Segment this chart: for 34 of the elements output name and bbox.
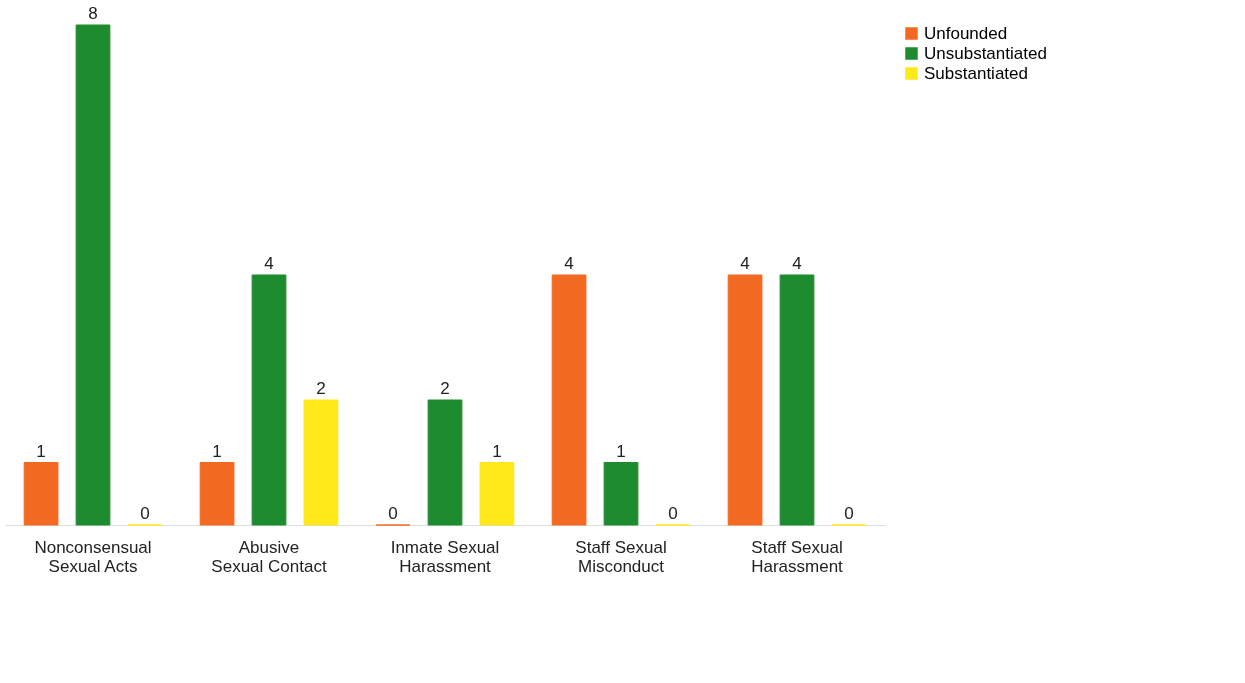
bar [75,24,111,526]
x-tick-label: Staff Sexual Harassment [751,537,844,576]
data-label: 0 [668,504,678,523]
x-tick-label: Nonconsensual Sexual Acts [34,537,152,576]
data-label: 4 [792,254,802,273]
data-label: 2 [440,379,450,398]
bar [779,274,815,526]
data-label: 0 [844,504,854,523]
legend-label: Substantiated [924,63,1028,83]
legend-label: Unsubstantiated [924,43,1047,63]
bar [23,462,59,526]
bar [479,462,515,526]
bar [603,462,639,526]
data-label: 4 [740,254,750,273]
bar [199,462,235,526]
bar [303,399,339,526]
data-label: 1 [212,441,222,461]
data-label: 1 [616,441,626,461]
data-label: 1 [36,441,46,461]
x-tick-label: Inmate Sexual Harassment [390,537,500,576]
bar [427,399,463,526]
x-tick-label: Abusive Sexual Contact [211,537,327,576]
legend-label: Unfounded [924,23,1008,43]
bar [551,274,587,526]
data-label: 8 [88,4,98,23]
data-label: 0 [388,504,398,523]
bar [727,274,763,526]
data-label: 2 [316,379,326,398]
x-tick-label: Staff Sexual Misconduct [575,537,667,576]
data-label: 4 [564,254,574,273]
data-label: 0 [140,504,150,523]
bar [251,274,287,526]
data-label: 1 [492,441,502,461]
data-label: 4 [264,254,274,273]
